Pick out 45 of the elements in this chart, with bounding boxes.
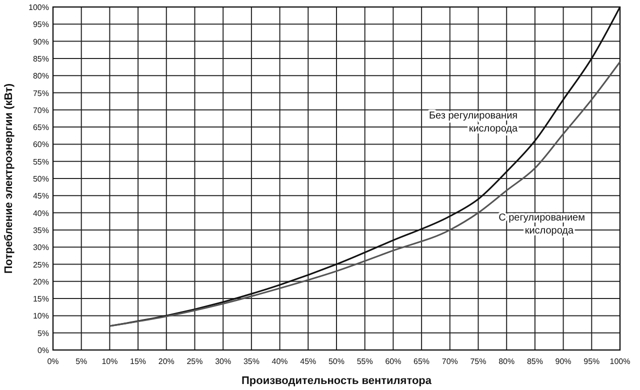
y-tick-label: 70% bbox=[32, 106, 49, 115]
y-tick-label: 5% bbox=[37, 328, 49, 338]
y-tick-label: 10% bbox=[32, 312, 49, 321]
y-tick-label: 25% bbox=[32, 260, 49, 270]
x-tick-label: 100% bbox=[610, 357, 630, 366]
x-tick-label: 45% bbox=[300, 357, 316, 366]
x-tick-label: 85% bbox=[526, 357, 543, 366]
x-tick-label: 70% bbox=[442, 357, 458, 366]
x-tick-label: 5% bbox=[76, 357, 88, 366]
y-tick-label: 50% bbox=[32, 174, 49, 184]
y-tick-label: 100% bbox=[28, 3, 49, 12]
y-tick-label: 75% bbox=[32, 88, 49, 98]
x-tick-label: 20% bbox=[158, 357, 174, 366]
y-tick-label: 45% bbox=[32, 192, 49, 201]
x-axis-title: Производительность вентилятора bbox=[241, 375, 432, 387]
x-tick-label: 40% bbox=[272, 357, 288, 366]
y-tick-label: 85% bbox=[32, 54, 49, 64]
y-tick-label: 60% bbox=[32, 140, 49, 150]
x-tick-label: 90% bbox=[555, 357, 572, 366]
y-tick-label: 95% bbox=[32, 20, 49, 30]
x-tick-label: 55% bbox=[356, 357, 373, 366]
y-tick-label: 30% bbox=[32, 243, 49, 252]
x-tick-label: 95% bbox=[584, 357, 600, 366]
y-axis-title: Потребление электроэнергии (кВт) bbox=[3, 83, 15, 274]
x-tick-label: 30% bbox=[215, 357, 232, 366]
y-tick-label: 35% bbox=[32, 226, 49, 235]
x-tick-label: 60% bbox=[385, 357, 402, 366]
y-tick-label: 0% bbox=[37, 346, 49, 355]
y-tick-label: 20% bbox=[32, 277, 49, 286]
y-tick-label: 40% bbox=[32, 208, 49, 218]
x-tick-label: 65% bbox=[414, 357, 430, 366]
x-tick-label: 35% bbox=[243, 357, 260, 366]
y-tick-label: 90% bbox=[32, 37, 49, 46]
x-tick-label: 25% bbox=[186, 357, 203, 366]
x-tick-label: 10% bbox=[102, 357, 118, 366]
y-tick-label: 65% bbox=[32, 123, 49, 132]
y-tick-label: 55% bbox=[32, 157, 49, 166]
x-tick-label: 15% bbox=[130, 357, 146, 366]
y-tick-label: 15% bbox=[32, 294, 49, 304]
x-tick-label: 75% bbox=[470, 357, 486, 366]
y-tick-label: 80% bbox=[32, 72, 49, 81]
x-tick-label: 0% bbox=[47, 357, 59, 366]
line-series bbox=[108, 61, 621, 327]
x-tick-label: 50% bbox=[328, 357, 345, 366]
x-tick-label: 80% bbox=[498, 357, 515, 366]
